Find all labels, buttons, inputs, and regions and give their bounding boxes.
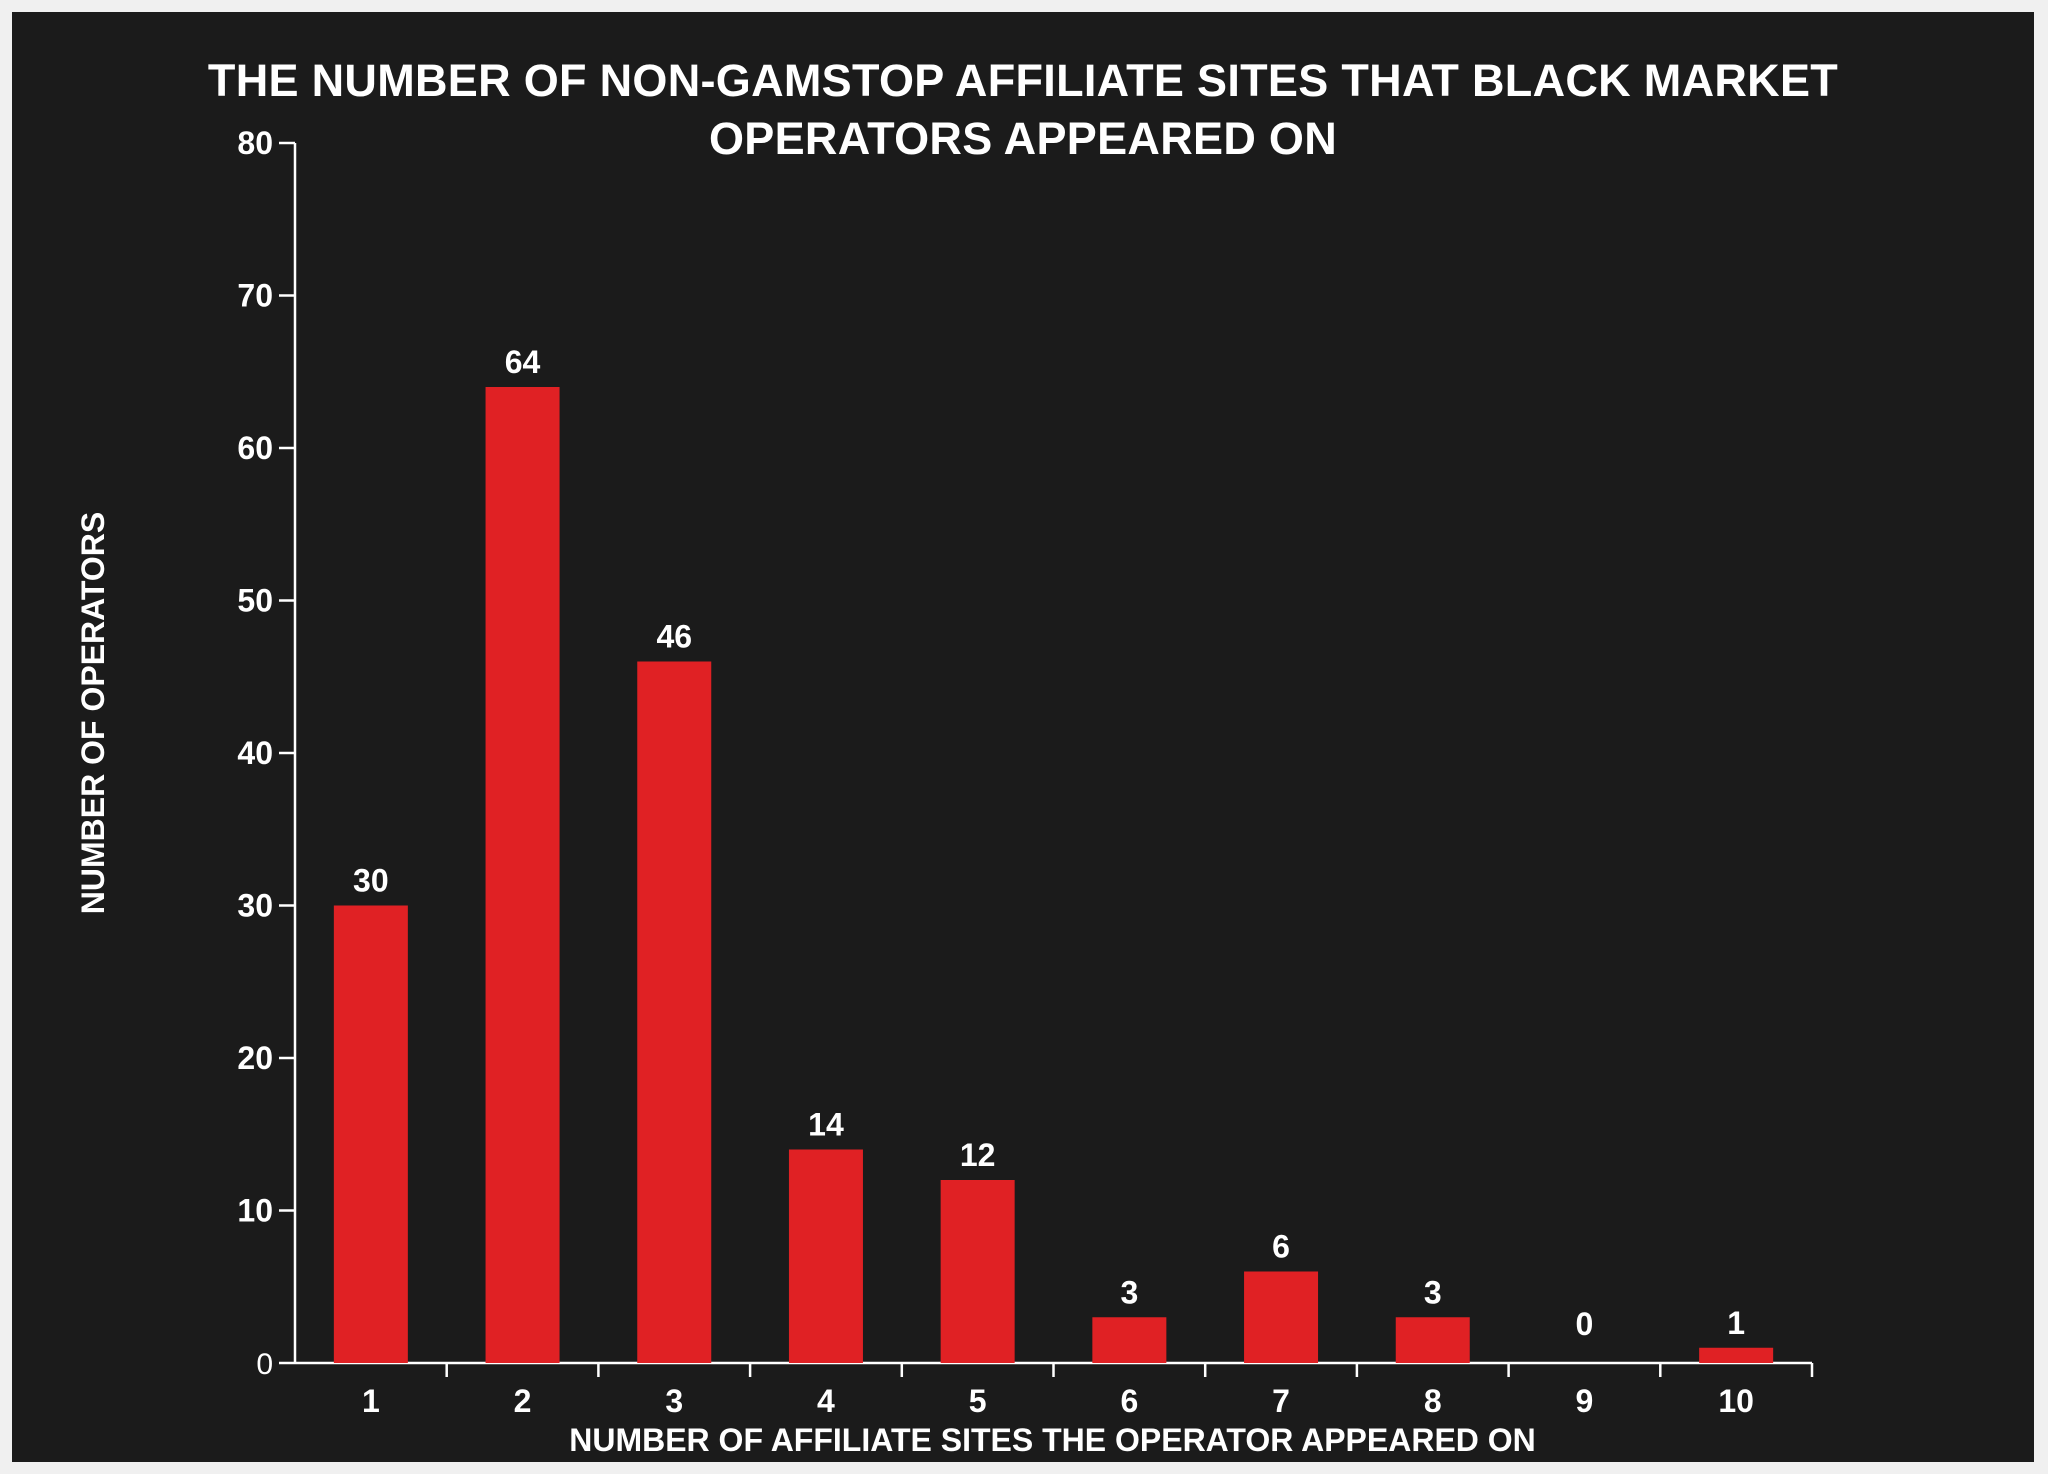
data-label-5: 12 <box>960 1137 996 1173</box>
bar-4 <box>788 1149 863 1363</box>
chart-title-line-2: OPERATORS APPEARED ON <box>708 113 1338 164</box>
data-label-4: 14 <box>808 1107 844 1143</box>
data-label-8: 3 <box>1424 1274 1442 1310</box>
y-tick-label: 80 <box>237 125 273 161</box>
data-label-6: 3 <box>1120 1274 1138 1310</box>
y-tick-label: 70 <box>237 278 273 314</box>
y-tick-label: 0 <box>256 1348 273 1381</box>
x-tick-label: 4 <box>817 1383 835 1419</box>
x-axis-title: NUMBER OF AFFILIATE SITES THE OPERATOR A… <box>569 1422 1536 1458</box>
y-tick-label: 40 <box>237 735 273 771</box>
x-tick-label: 6 <box>1120 1383 1138 1419</box>
y-tick-label: 60 <box>237 430 273 466</box>
x-tick-label: 2 <box>514 1383 532 1419</box>
x-axis: 1 2 3 4 5 6 7 8 9 10 <box>295 1361 1814 1419</box>
bars <box>333 387 1774 1363</box>
bar-7 <box>1244 1271 1319 1363</box>
data-label-7: 6 <box>1272 1229 1290 1265</box>
data-label-3: 46 <box>656 619 692 655</box>
x-tick-label: 3 <box>665 1383 683 1419</box>
y-tick-label: 30 <box>237 888 273 924</box>
x-tick-label: 9 <box>1576 1383 1594 1419</box>
x-tick-label: 7 <box>1272 1383 1290 1419</box>
y-axis-title: NUMBER OF OPERATORS <box>75 512 111 914</box>
data-label-10: 1 <box>1727 1305 1745 1341</box>
bar-6 <box>1092 1317 1167 1363</box>
x-tick-label: 1 <box>362 1383 380 1419</box>
y-tick-label: 50 <box>237 583 273 619</box>
y-axis: 0 10 20 30 40 50 60 70 80 <box>237 125 297 1381</box>
y-tick-label: 10 <box>237 1193 273 1229</box>
chart-frame: THE NUMBER OF NON-GAMSTOP AFFILIATE SITE… <box>12 12 2034 1462</box>
bar-5 <box>940 1180 1015 1363</box>
bar-10 <box>1699 1347 1774 1363</box>
bar-1 <box>333 905 408 1363</box>
data-label-9: 0 <box>1576 1306 1594 1342</box>
chart-title-line-1: THE NUMBER OF NON-GAMSTOP AFFILIATE SITE… <box>207 55 1839 106</box>
data-label-2: 64 <box>505 344 541 380</box>
bar-2 <box>485 387 560 1363</box>
x-tick-label: 8 <box>1424 1383 1442 1419</box>
data-label-1: 30 <box>353 863 389 899</box>
bar-3 <box>637 661 712 1363</box>
x-tick-label: 10 <box>1718 1383 1754 1419</box>
chart-title: THE NUMBER OF NON-GAMSTOP AFFILIATE SITE… <box>12 52 2034 168</box>
bar-8 <box>1395 1317 1470 1363</box>
x-tick-label: 5 <box>969 1383 987 1419</box>
y-tick-label: 20 <box>237 1040 273 1076</box>
